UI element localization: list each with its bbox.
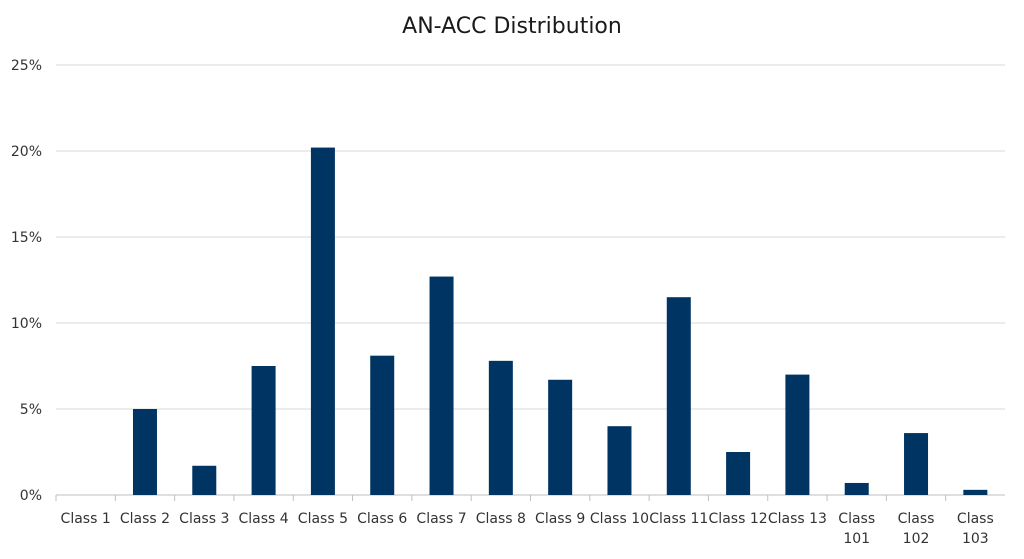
y-tick-label: 0% xyxy=(20,488,42,504)
x-tick-label: Class 9 xyxy=(535,511,585,527)
x-tick-label: Class 2 xyxy=(120,511,170,527)
x-tick-label: Class 1 xyxy=(61,511,111,527)
bar-class-6 xyxy=(370,355,395,495)
bar-class-11 xyxy=(666,297,691,495)
x-tick-label: Class 101 xyxy=(838,511,875,547)
chart-title: AN-ACC Distribution xyxy=(402,14,622,39)
bar-class-7 xyxy=(429,276,454,495)
bar-class-2 xyxy=(132,409,157,495)
x-tick-label: Class 5 xyxy=(298,511,348,527)
x-tick-label: Class 4 xyxy=(238,511,288,527)
bar-class-10 xyxy=(607,426,632,495)
x-tick-label: Class 10 xyxy=(590,511,649,527)
bar-class-5 xyxy=(310,147,335,495)
x-tick-labels: Class 1 Class 2 Class 3 Class 4 Class 5 Class… xyxy=(61,511,994,547)
grid-layer xyxy=(55,64,1005,501)
bar-class-3 xyxy=(192,465,217,495)
x-tick-label: Class 13 xyxy=(768,511,827,527)
y-tick-label: 15% xyxy=(11,230,42,246)
bar-class-8 xyxy=(488,360,513,495)
x-tick-label: Class 7 xyxy=(416,511,466,527)
bar-class-102 xyxy=(904,433,929,495)
x-tick-label: Class 8 xyxy=(476,511,526,527)
x-tick-label: Class 3 xyxy=(179,511,229,527)
y-tick-label: 25% xyxy=(11,58,42,74)
bar-class-9 xyxy=(548,379,573,495)
bar-class-12 xyxy=(726,452,751,495)
y-tick-label: 10% xyxy=(11,316,42,332)
y-tick-label: 20% xyxy=(11,144,42,160)
x-tick-label: Class 6 xyxy=(357,511,407,527)
bar-class-101 xyxy=(844,482,869,495)
bar-class-4 xyxy=(251,366,276,495)
y-tick-labels: 0% 5% 10% 15% 20% 25% xyxy=(11,58,42,504)
x-tick-label: Class 102 xyxy=(898,511,935,547)
x-tick-label: Class 103 xyxy=(957,511,994,547)
bar-layer xyxy=(132,147,988,495)
bar-class-13 xyxy=(785,374,810,495)
x-tick-label: Class 11 xyxy=(649,511,708,527)
x-tick-label: Class 12 xyxy=(709,511,768,527)
y-tick-label: 5% xyxy=(20,402,42,418)
bar-class-103 xyxy=(963,489,988,495)
